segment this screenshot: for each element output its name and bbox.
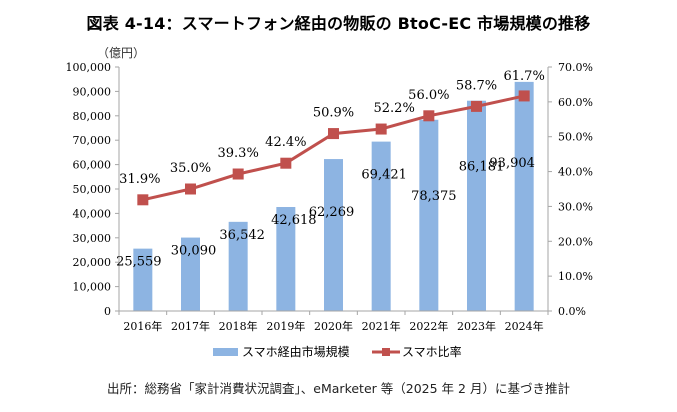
y2-tick-label: 10.0%	[558, 270, 593, 283]
legend-label-line: スマホ比率	[402, 344, 462, 359]
bar-value-label: 93,904	[489, 156, 535, 171]
ratio-value-label: 39.3%	[218, 146, 259, 161]
y2-tick-label: 60.0%	[558, 96, 593, 109]
legend-swatch-marker	[382, 348, 390, 356]
y-tick-label: 10,000	[73, 281, 112, 294]
x-tick-label: 2018年	[219, 319, 258, 333]
y-tick-label: 0	[104, 305, 111, 318]
ratio-value-label: 56.0%	[408, 88, 449, 103]
ratio-value-label: 58.7%	[456, 78, 497, 93]
ratio-value-label: 61.7%	[504, 69, 545, 84]
y-tick-label: 80,000	[73, 110, 112, 123]
bar-value-label: 36,542	[219, 228, 265, 243]
ratio-marker	[280, 157, 292, 169]
x-tick-label: 2019年	[266, 319, 305, 333]
y-tick-label: 40,000	[73, 207, 112, 220]
x-tick-label: 2017年	[171, 319, 210, 333]
bar	[324, 159, 343, 311]
bar	[371, 141, 391, 311]
bar-value-label: 30,090	[171, 244, 217, 259]
bar-value-label: 62,269	[309, 205, 355, 220]
bar-value-label: 42,618	[271, 213, 317, 228]
ratio-value-label: 31.9%	[119, 172, 160, 187]
bar	[419, 119, 439, 311]
x-tick-label: 2023年	[457, 319, 496, 333]
y-tick-label: 70,000	[73, 134, 112, 147]
y-tick-label: 50,000	[73, 183, 112, 196]
ratio-value-label: 35.0%	[170, 161, 211, 176]
ratio-value-label: 52.2%	[374, 101, 415, 116]
bar	[133, 248, 153, 311]
y2-tick-label: 30.0%	[558, 200, 593, 213]
x-tick-label: 2021年	[362, 319, 401, 333]
x-tick-label: 2024年	[505, 319, 544, 333]
legend-label-bar: スマホ経由市場規模	[242, 344, 350, 359]
bar	[228, 221, 248, 311]
ratio-marker	[375, 123, 387, 135]
y-tick-label: 30,000	[73, 232, 112, 245]
y-tick-label: 100,000	[66, 61, 112, 74]
legend: スマホ経由市場規模 スマホ比率	[213, 344, 462, 359]
y-tick-label: 90,000	[73, 85, 112, 98]
bar	[276, 207, 296, 311]
chart-title: 図表 4-14：スマートフォン経由の物販の BtoC-EC 市場規模の推移	[86, 14, 591, 33]
bar-value-label: 86,181	[459, 160, 505, 175]
bar-series	[133, 81, 534, 312]
ratio-marker	[471, 100, 482, 112]
x-tick-label: 2022年	[409, 319, 448, 333]
ratio-marker	[328, 128, 339, 140]
ratio-marker	[518, 90, 530, 102]
ratio-marker	[232, 168, 244, 180]
bar-value-label: 25,559	[116, 255, 162, 270]
ratio-value-label: 50.9%	[313, 106, 354, 121]
y2-tick-label: 20.0%	[558, 235, 593, 248]
axes: 0 10,000 20,000 30,000 40,000 50,000 60,000 70,…	[66, 61, 593, 333]
y-tick-label: 60,000	[73, 159, 112, 172]
y2-tick-label: 40.0%	[558, 166, 593, 179]
bar-value-label: 69,421	[361, 168, 407, 183]
y2-tick-label: 0.0%	[558, 305, 586, 318]
ratio-marker	[185, 183, 196, 195]
ratio-marker	[423, 110, 435, 122]
x-tick-label: 2016年	[123, 319, 162, 333]
y-tick-label: 20,000	[73, 256, 112, 269]
bar-value-label: 78,375	[411, 189, 457, 204]
y2-tick-label: 50.0%	[558, 131, 593, 144]
line-series	[137, 90, 530, 206]
ratio-value-label: 42.4%	[265, 135, 306, 150]
y2-tick-label: 70.0%	[558, 61, 593, 74]
y-axis-unit-label: （億円）	[97, 46, 146, 60]
legend-swatch-bar	[213, 348, 238, 356]
ratio-marker	[137, 194, 149, 206]
source-note: 出所：総務省「家計消費状況調査」、eMarketer 等（2025 年 2 月）…	[107, 381, 570, 396]
bar	[514, 81, 534, 311]
bar	[467, 100, 486, 312]
x-tick-label: 2020年	[314, 319, 353, 333]
bar	[181, 237, 200, 311]
